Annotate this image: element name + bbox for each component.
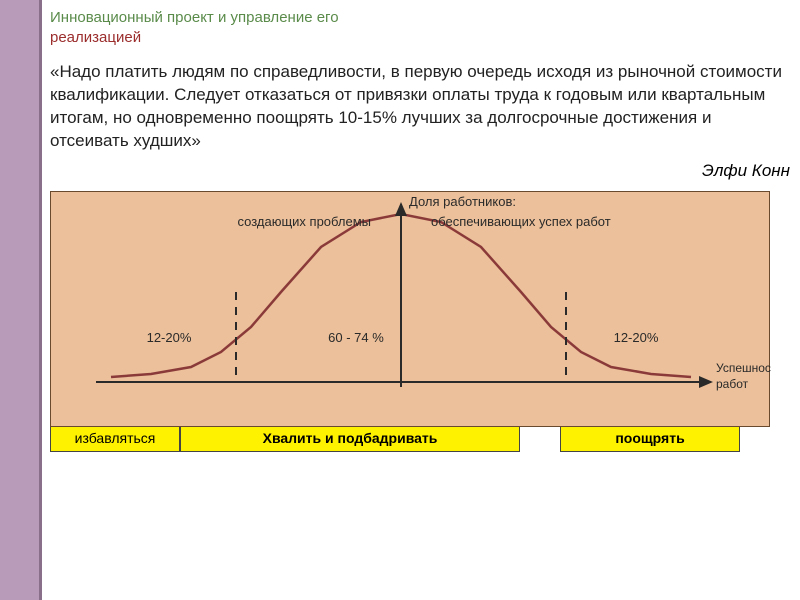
action-right: поощрять	[560, 425, 740, 452]
title-line-2: реализацией	[50, 29, 141, 46]
quote-text: «Надо платить людям по справедливости, в…	[50, 61, 790, 153]
svg-text:обеспечивающих успех работ: обеспечивающих успех работ	[431, 214, 611, 229]
action-row: избавляться Хвалить и подбадривать поощр…	[50, 425, 770, 452]
action-center: Хвалить и подбадривать	[180, 425, 520, 452]
chart-svg: Доля работников: создающих проблемы обеспе…	[51, 192, 771, 428]
svg-text:60 - 74 %: 60 - 74 %	[328, 330, 384, 345]
quote-author: Элфи Конн	[50, 161, 790, 181]
svg-text:работ: работ	[716, 377, 749, 391]
bell-curve-chart: Доля работников: создающих проблемы обеспе…	[50, 191, 770, 427]
svg-text:12-20%: 12-20%	[147, 330, 192, 345]
svg-text:создающих проблемы: создающих проблемы	[238, 214, 372, 229]
action-left: избавляться	[50, 425, 180, 452]
svg-text:12-20%: 12-20%	[614, 330, 659, 345]
main-content: Инновационный проект и управление его ре…	[50, 8, 790, 452]
svg-text:Успешность: Успешность	[716, 361, 771, 375]
page-title: Инновационный проект и управление его ре…	[50, 8, 790, 47]
svg-text:Доля работников:: Доля работников:	[409, 194, 516, 209]
title-line-1: Инновационный проект и управление его	[50, 9, 339, 26]
sidebar-purple-bar	[0, 0, 42, 600]
